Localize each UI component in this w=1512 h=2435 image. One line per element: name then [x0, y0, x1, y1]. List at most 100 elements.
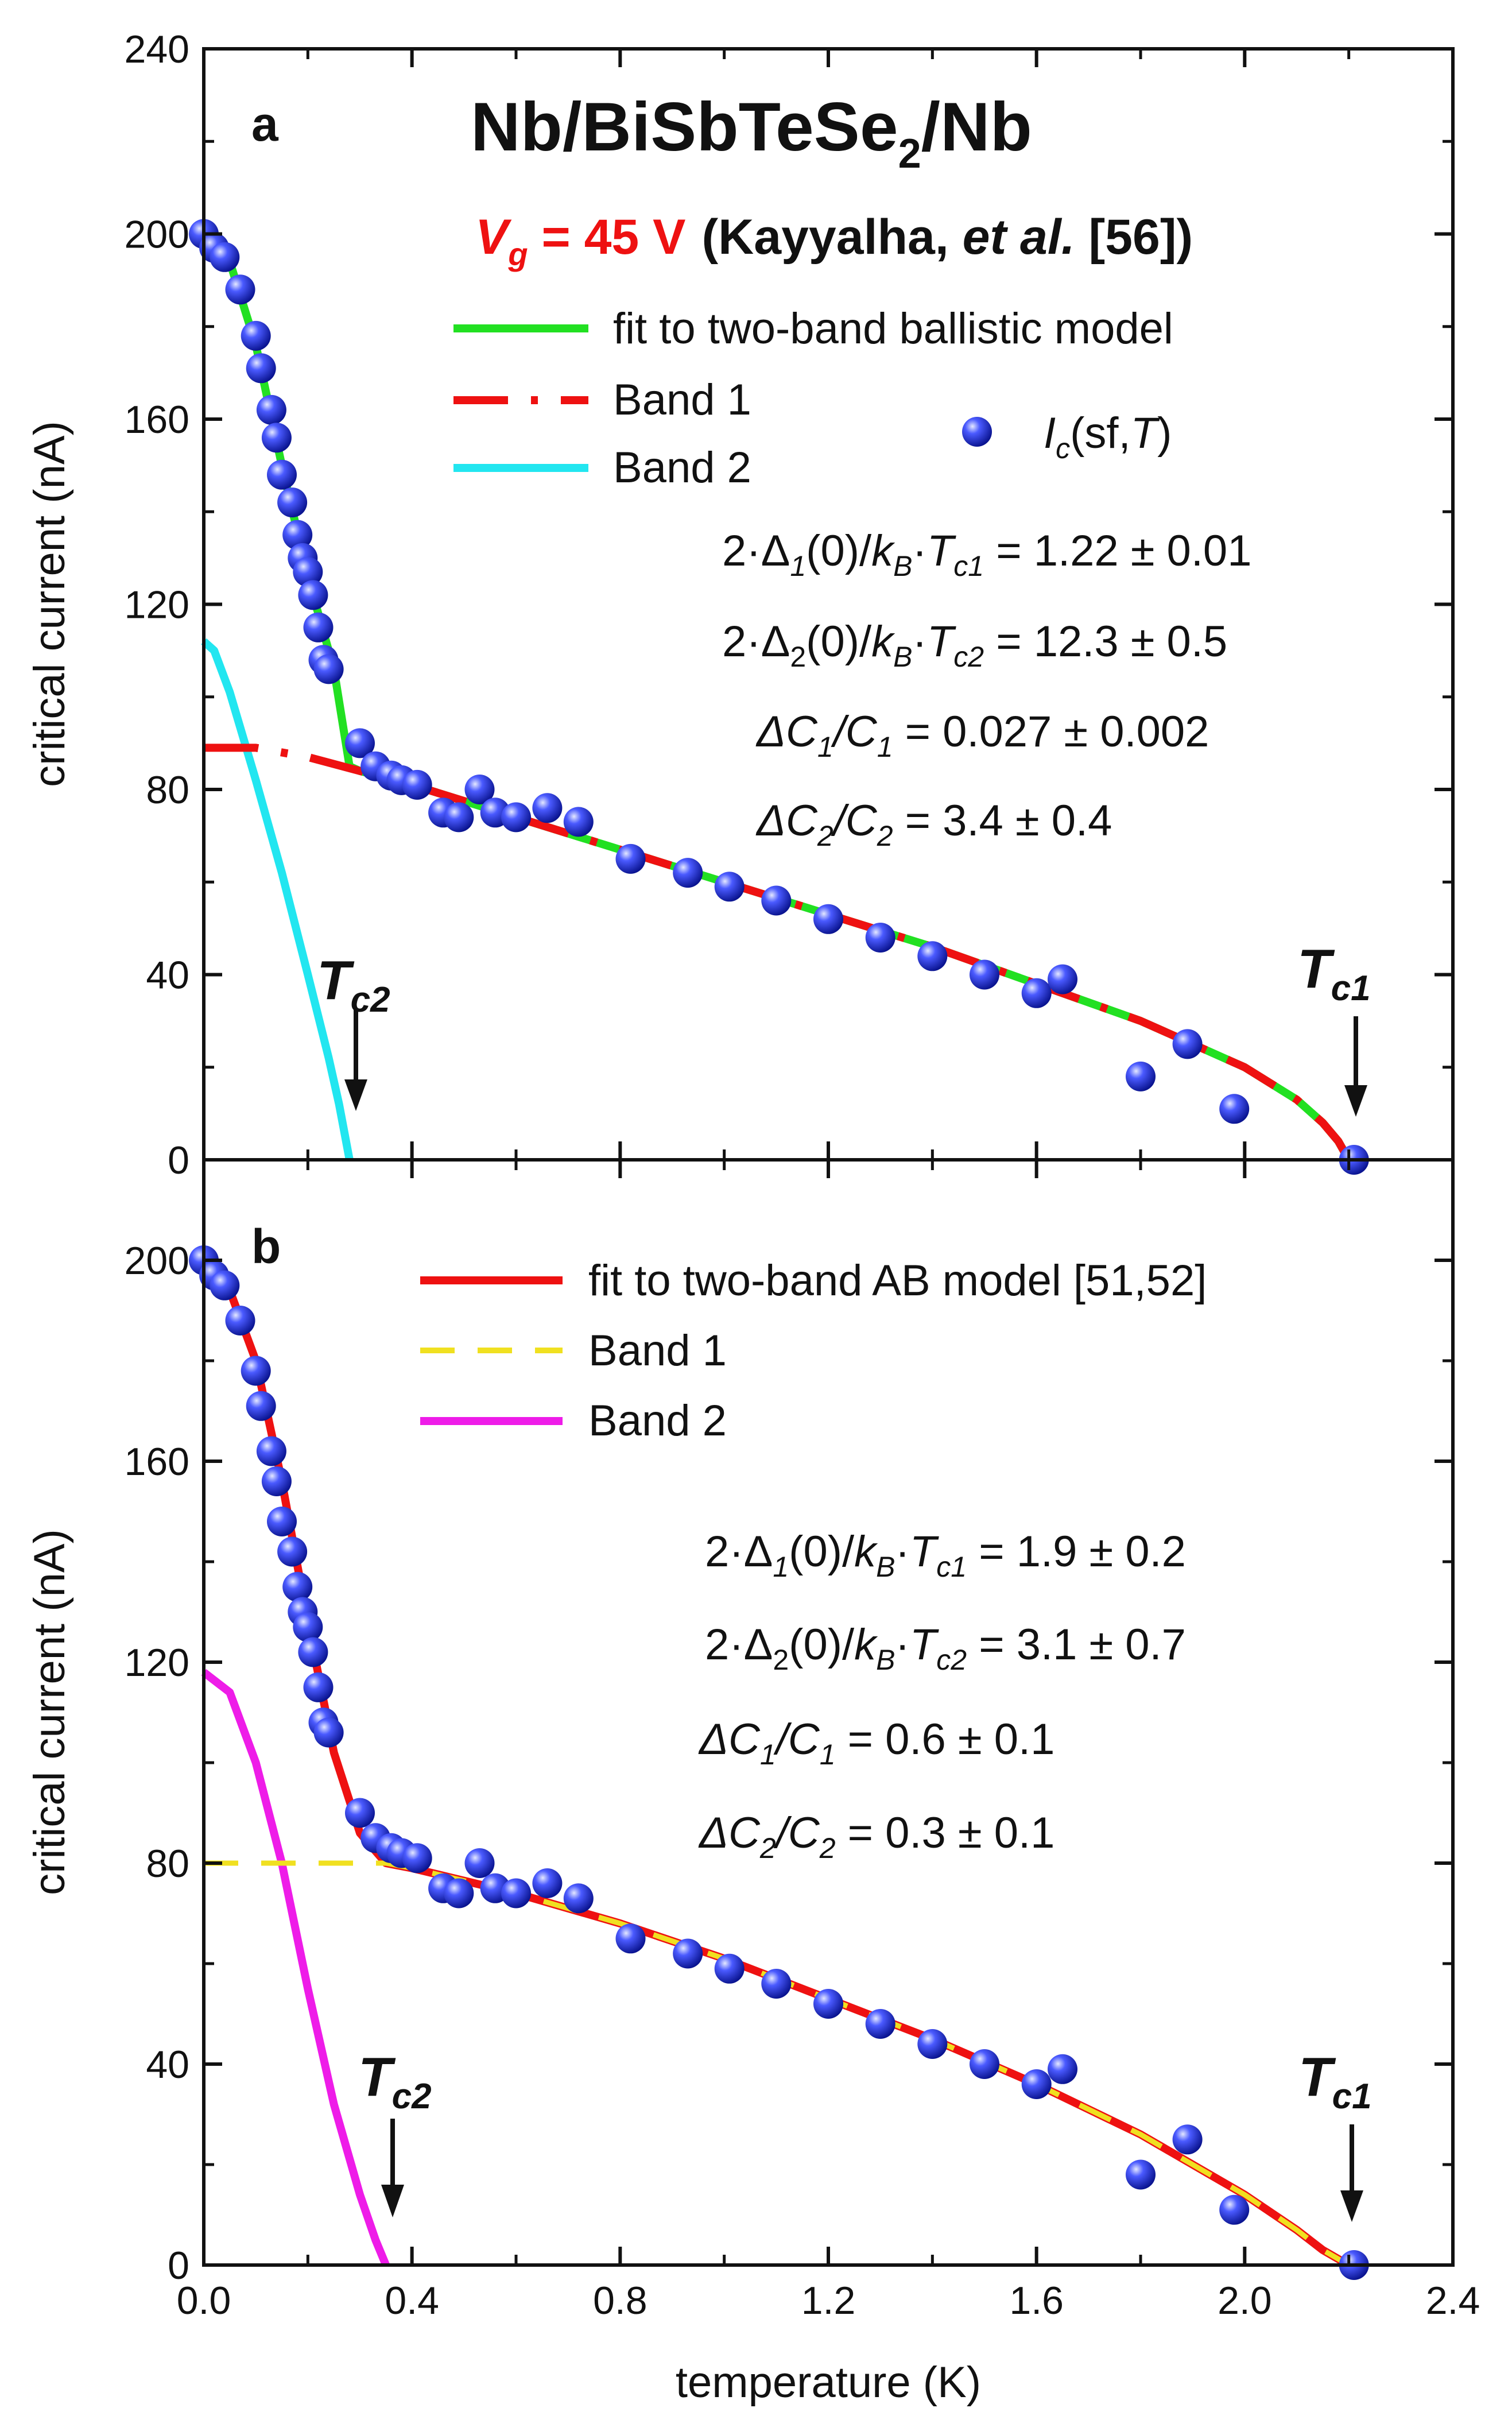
panel-a-tc2-label: Tc2: [317, 950, 390, 1020]
panel-b-tc1-arrow: [1340, 2124, 1363, 2222]
param-a3-sub: 1: [817, 731, 833, 763]
data-point: [256, 1436, 286, 1466]
y-tick-label: 40: [146, 2043, 189, 2086]
data-point: [615, 843, 646, 874]
data-point: [673, 1938, 703, 1969]
param-a1-dot: ·: [913, 527, 927, 575]
data-point: [210, 242, 240, 272]
data-point: [1172, 1029, 1203, 1059]
data-point: [615, 1923, 646, 1954]
data-point: [1126, 1061, 1156, 1091]
panel-b-tc1-label: Tc1: [1298, 2046, 1372, 2116]
data-point: [402, 769, 432, 800]
panel-a-vg-value: = 45 V: [528, 210, 686, 265]
y-tick-label: 120: [125, 583, 189, 627]
y-tick-label: 120: [125, 1641, 189, 1685]
data-point: [532, 1868, 563, 1898]
panel-b-curves: [201, 1267, 1351, 2269]
data-point: [225, 274, 255, 305]
data-point: [714, 1953, 745, 1984]
y-tick-label: 40: [146, 954, 189, 997]
panel-a-tc1-sub: c1: [1331, 969, 1371, 1008]
data-point: [1048, 2054, 1077, 2084]
param-b2-mid: (0)/: [789, 1620, 855, 1669]
panel-b-tc1-symbol: T: [1298, 2046, 1336, 2108]
panel-a-param-3: ΔC1/C1 = 0.027 ± 0.002: [755, 707, 1209, 763]
curve-fit-to-two-band-ab-model-51-52-: [201, 1267, 1351, 2269]
data-point: [865, 923, 895, 953]
panel-a-tc2-symbol: T: [317, 950, 355, 1011]
legend-a-band2-label: Band 2: [613, 443, 751, 492]
panel-b-y-axis-label: critical current (nA): [25, 1529, 74, 1895]
data-point: [256, 394, 286, 425]
data-point: [293, 557, 323, 587]
x-tick-label: 1.6: [1009, 2279, 1064, 2322]
panel-b-tc2-symbol: T: [358, 2046, 396, 2108]
data-point: [970, 2049, 999, 2079]
panel-a-title-main: Nb/BiSbTeSe: [471, 88, 898, 165]
param-a1-value: = 1.22 ± 0.01: [984, 527, 1251, 575]
param-b1-tc: T: [910, 1527, 939, 1576]
y-tick-label: 80: [146, 1842, 189, 1886]
param-b4-main: ΔC: [698, 1809, 761, 1857]
data-point: [345, 728, 375, 758]
panel-a-title-tail: /Nb: [921, 88, 1032, 165]
data-point: [761, 885, 792, 916]
data-point: [917, 941, 948, 971]
data-point: [298, 1637, 328, 1667]
data-point: [298, 580, 328, 610]
y-tick-label: 0: [168, 2244, 189, 2287]
param-a2-kb: k: [871, 617, 895, 666]
legend-b-band2-label: Band 2: [588, 1396, 727, 1445]
data-point: [303, 1672, 334, 1702]
param-b1-main: 2·Δ: [705, 1527, 773, 1576]
param-a4-mid: /C: [831, 796, 878, 845]
param-b1-value: = 1.9 ± 0.2: [967, 1527, 1186, 1576]
data-point: [267, 1507, 297, 1536]
panel-a-data-points: [189, 219, 1369, 1175]
data-point: [917, 2029, 948, 2059]
panel-a-y-ticks: 0 40 80 120 160 200 240: [125, 28, 1453, 1182]
param-a2-value: = 12.3 ± 0.5: [984, 617, 1227, 666]
legend-a-data-label: Ic(sf,T): [1044, 409, 1172, 464]
panel-b-tc2-label: Tc2: [358, 2046, 432, 2116]
data-point: [210, 1270, 240, 1300]
param-a3-main: ΔC: [755, 707, 818, 756]
y-tick-label: 0: [168, 1139, 189, 1182]
param-b3-mid: /C: [773, 1715, 820, 1764]
data-point: [1172, 2124, 1203, 2155]
data-point: [1048, 964, 1077, 994]
param-b3-main: ΔC: [698, 1715, 761, 1764]
param-b2-value: = 3.1 ± 0.7: [967, 1620, 1186, 1669]
param-b2-main: 2·Δ: [705, 1620, 773, 1669]
data-point: [464, 775, 495, 804]
data-point: [813, 904, 843, 934]
param-a1-kb: k: [871, 527, 895, 575]
x-tick-label: 2.0: [1218, 2279, 1272, 2322]
data-point: [865, 2009, 895, 2039]
x-tick-label: 0.4: [385, 2279, 439, 2322]
param-a1-tc: T: [927, 527, 956, 575]
param-b3-sub: 1: [760, 1739, 776, 1771]
param-b1-dot: ·: [895, 1527, 910, 1576]
param-b1-kbsub: B: [876, 1551, 895, 1583]
param-a1-main: 2·Δ: [722, 527, 790, 575]
x-tick-label: 1.2: [801, 2279, 856, 2322]
param-a4-main: ΔC: [755, 796, 818, 845]
data-point: [303, 612, 334, 642]
panel-a-vg-sub: g: [507, 236, 528, 272]
param-a1-mid: (0)/: [806, 527, 872, 575]
data-point: [282, 1571, 313, 1602]
panel-b-tc2-arrow: [381, 2119, 404, 2217]
legend-a-band1-label: Band 1: [613, 375, 751, 424]
data-point: [277, 487, 308, 518]
y-tick-label: 160: [125, 398, 189, 442]
panel-b-param-2: 2·Δ2(0)/kB·Tc2 = 3.1 ± 0.7: [705, 1620, 1186, 1676]
panel-a-title-sub: 2: [898, 131, 921, 177]
panel-a-param-1: 2·Δ1(0)/kB·Tc1 = 1.22 ± 0.01: [722, 527, 1251, 582]
y-tick-label: 160: [125, 1440, 189, 1484]
panel-a-vg: Vg = 45 V (Kayyalha, et al. [56]): [475, 210, 1193, 272]
panel-a-tc1-symbol: T: [1297, 938, 1335, 1000]
panel-b-param-4: ΔC2/C2 = 0.3 ± 0.1: [698, 1809, 1054, 1864]
panel-b-tc1-sub: c1: [1332, 2077, 1372, 2116]
